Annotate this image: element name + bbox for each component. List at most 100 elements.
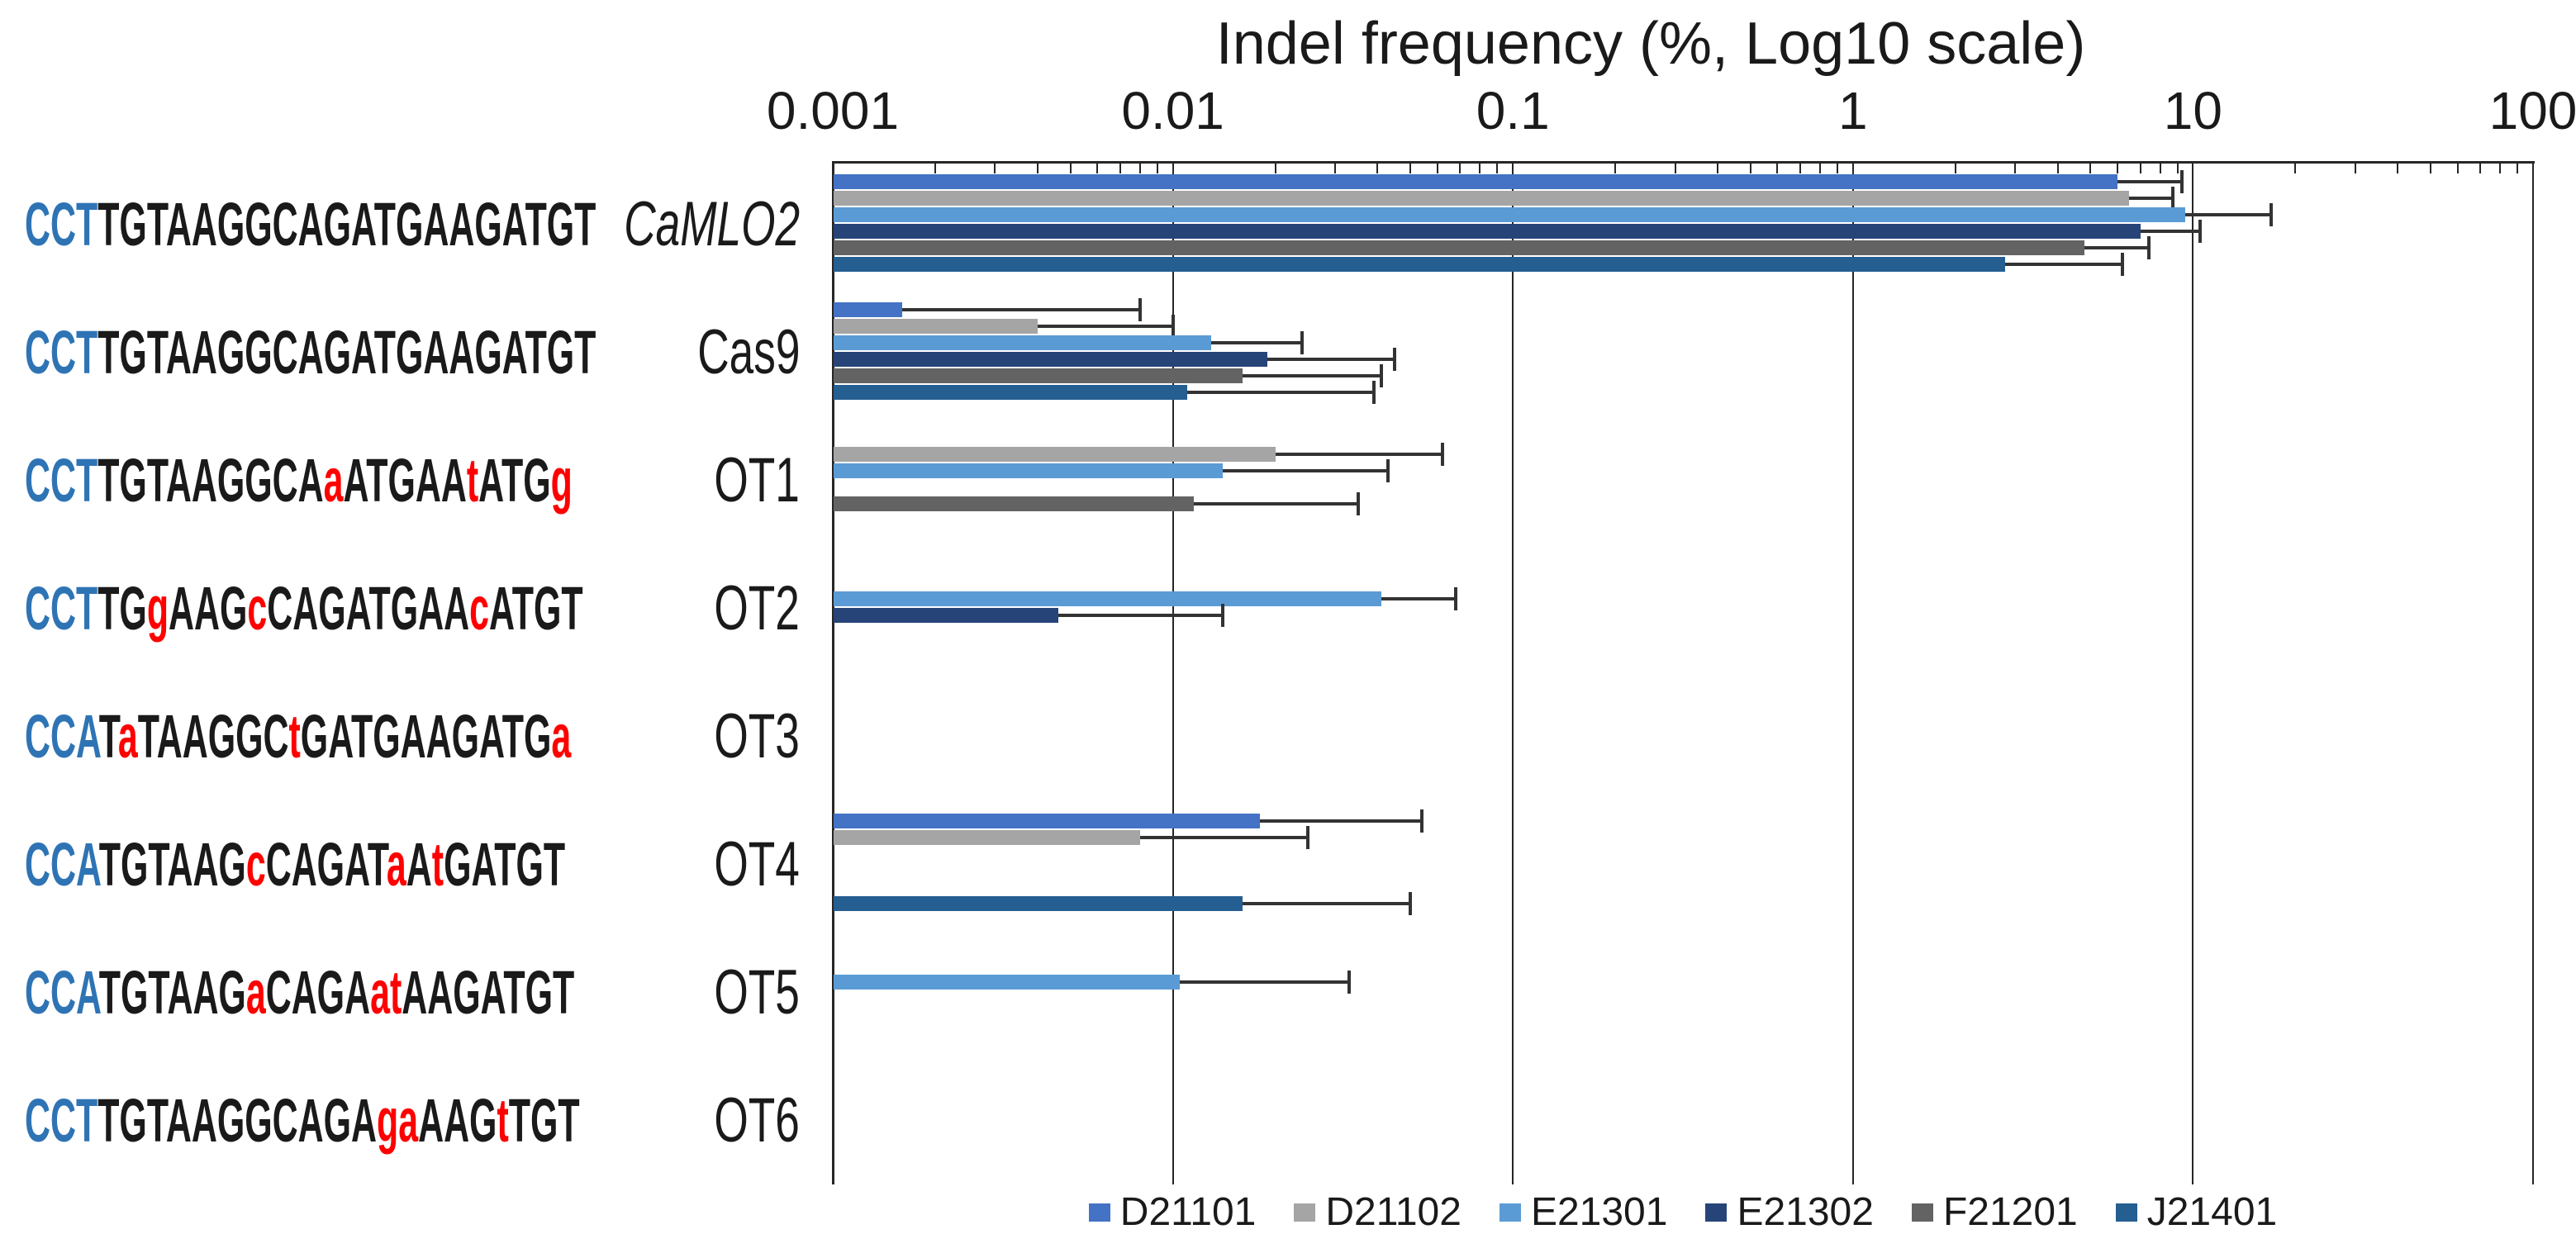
x-axis-tick-label: 1 <box>1838 81 1868 140</box>
sequence-segment-mut: at <box>370 957 402 1027</box>
x-axis-minor-tick <box>2089 164 2092 173</box>
legend-label: E21302 <box>1737 1190 1874 1234</box>
error-bar-cap <box>2170 187 2174 210</box>
error-bar-line <box>2129 197 2173 200</box>
error-bar-line <box>2117 180 2183 183</box>
error-bar-line <box>1222 468 1389 472</box>
bar-F21201 <box>834 368 1243 383</box>
error-bar-cap <box>1138 297 1142 321</box>
x-axis-tick-label: 0.01 <box>1121 81 1224 140</box>
error-bar-cap <box>2269 203 2274 226</box>
bar-D21102 <box>834 830 1140 846</box>
row-label: OT3 <box>714 700 800 771</box>
legend: D21101 D21102 E21301 E21302 F21201 J21401 <box>833 1193 2533 1232</box>
row-label-box: CaMLO2 <box>570 161 800 289</box>
sequence-segment-mut: c <box>247 574 268 643</box>
sequence-segment-pam: CCT <box>25 1085 98 1155</box>
x-axis-minor-tick <box>1479 164 1481 173</box>
bar-J21401 <box>834 896 1243 912</box>
error-bar-cap <box>1371 380 1376 404</box>
bar-J21401 <box>834 257 2005 272</box>
gridline <box>1851 161 1854 1184</box>
x-axis-minor-tick <box>2159 164 2161 173</box>
x-axis-minor-tick <box>1274 164 1276 173</box>
sequence-segment-norm: AAG <box>418 1085 497 1155</box>
legend-swatch <box>1294 1203 1316 1222</box>
bar-E21302 <box>834 351 1268 367</box>
bar-E21301 <box>834 207 2186 222</box>
sequence-segment-mut: t <box>497 1085 509 1155</box>
sequence-segment-mut: g <box>550 446 573 515</box>
bar-D21101 <box>834 814 1260 829</box>
error-bar-cap <box>2120 253 2124 276</box>
legend-item: J21401 <box>2115 1193 2277 1232</box>
gridline <box>1512 161 1514 1184</box>
x-axis-minor-tick <box>994 164 996 173</box>
error-bar-line <box>1242 902 1411 906</box>
sequence-segment-norm: CAGAT <box>265 829 387 899</box>
sequence-row: CCTTGgAAGcCAGATGAAcATGT <box>25 545 987 673</box>
sequence-row: CCTTGTAAGGCAGATGAAGATGT <box>25 161 1010 289</box>
x-axis-minor-tick <box>1459 164 1461 173</box>
sequence-segment-pam: CCA <box>25 829 99 899</box>
error-bar-line <box>2185 213 2272 216</box>
bar-D21101 <box>834 301 903 317</box>
x-axis-minor-tick <box>2456 164 2459 173</box>
error-bar-cap <box>1379 363 1383 387</box>
sequence-row: CCATGTAAGcCAGATaAtGATGT <box>25 800 957 928</box>
sequence-segment-norm: TGT <box>508 1085 580 1155</box>
legend-swatch <box>1911 1203 1933 1222</box>
sequence-row: CCATGTAAGaCAGAatAAGATGT <box>25 928 972 1056</box>
chart-title: Indel frequency (%, Log10 scale) <box>1215 11 2086 77</box>
x-axis-minor-tick <box>2056 164 2059 173</box>
error-bar-cap <box>1393 347 1397 371</box>
sequence-segment-norm: A <box>406 829 432 899</box>
error-bar-line <box>1211 340 1303 344</box>
error-bar-cap <box>1300 330 1305 354</box>
sequence-row: CCTTGTAAGGCAGATGAAGATGT <box>25 289 1010 417</box>
sequence-text: CCTTGTAAGGCAaATGAAtATGg <box>25 450 573 511</box>
sequence-row: CCATaTAAGGCtGATGAAGATGa <box>25 673 967 801</box>
error-bar-cap <box>1386 458 1390 482</box>
x-axis-minor-tick <box>2354 164 2356 173</box>
sequence-text: CCATaTAAGGCtGATGAAGATGa <box>25 705 571 767</box>
error-bar-line <box>1180 980 1349 985</box>
sequence-text: CCTTGTAAGGCAGAgaAAGtTGT <box>25 1089 580 1151</box>
bar-D21102 <box>834 191 2130 206</box>
bar-E21302 <box>834 224 2141 239</box>
x-axis-minor-tick <box>1119 164 1121 173</box>
sequence-segment-norm: AAGATGT <box>402 957 575 1027</box>
bar-E21301 <box>834 463 1223 478</box>
bar-D21102 <box>834 318 1038 334</box>
legend-swatch <box>2115 1203 2137 1222</box>
sequence-segment-mut: a <box>551 701 572 771</box>
error-bar-cap <box>1171 314 1175 338</box>
legend-item: E21302 <box>1705 1193 1874 1232</box>
bar-D21102 <box>834 446 1276 462</box>
sequence-segment-norm: GATGAAGATG <box>300 701 552 771</box>
bar-E21301 <box>834 591 1381 606</box>
x-axis-minor-tick <box>1409 164 1412 173</box>
sequence-text: CCTTGgAAGcCAGATGAAcATGT <box>25 578 583 639</box>
error-bar-line <box>1139 836 1309 840</box>
bar-E21301 <box>834 975 1181 990</box>
sequence-segment-norm: ATGAA <box>343 446 467 515</box>
x-axis-tick-label: 100 <box>2488 81 2576 140</box>
sequence-segment-mut: a <box>386 829 406 899</box>
sequence-text: CCTTGTAAGGCAGATGAAGATGT <box>25 194 596 255</box>
x-axis-minor-tick <box>934 164 936 173</box>
row-label-box: OT5 <box>570 928 800 1056</box>
legend-swatch <box>1499 1203 1521 1222</box>
x-axis-tick-label: 10 <box>2163 81 2222 140</box>
error-bar-cap <box>1409 892 1413 916</box>
x-axis-minor-tick <box>1436 164 1438 173</box>
sequence-segment-pam: CCA <box>25 957 99 1027</box>
bar-F21201 <box>834 496 1194 511</box>
x-axis-minor-tick <box>1096 164 1099 173</box>
error-bar-line <box>1259 819 1423 823</box>
sequence-segment-mut: t <box>431 829 444 899</box>
sequence-segment-norm: ATGT <box>488 574 583 643</box>
y-axis-line <box>832 161 834 1184</box>
error-bar-cap <box>1220 603 1224 627</box>
sequence-row: CCTTGTAAGGCAaATGAAtATGg <box>25 417 969 545</box>
